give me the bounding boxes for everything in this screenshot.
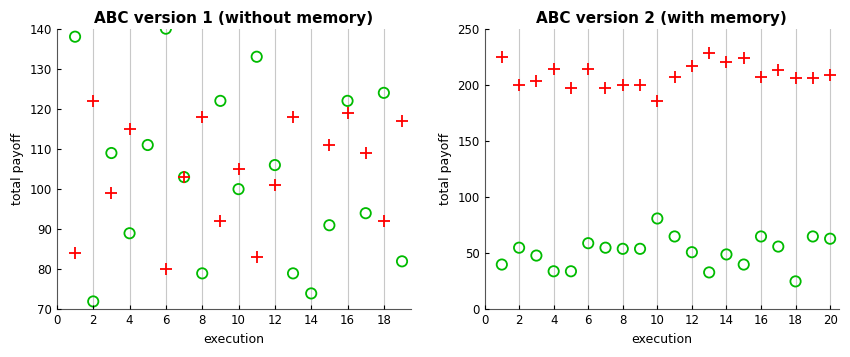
Point xyxy=(105,150,118,156)
Point xyxy=(720,252,734,257)
Point xyxy=(250,255,264,260)
Point xyxy=(754,233,768,239)
Point xyxy=(359,150,372,156)
Point xyxy=(685,249,699,255)
Point xyxy=(286,271,300,276)
Point xyxy=(341,110,354,116)
Point xyxy=(322,142,336,148)
Point xyxy=(304,291,318,296)
Point xyxy=(178,174,191,180)
Point xyxy=(196,271,209,276)
Point xyxy=(232,186,246,192)
Point xyxy=(513,82,526,88)
Point xyxy=(530,253,543,258)
Point xyxy=(772,244,785,250)
Point xyxy=(250,54,264,60)
Point xyxy=(530,79,543,84)
Point xyxy=(268,162,281,168)
Point xyxy=(341,98,354,104)
Point xyxy=(122,126,136,132)
Point xyxy=(616,82,630,88)
Point xyxy=(668,74,682,80)
Point xyxy=(581,66,595,72)
Point xyxy=(702,270,716,275)
Point xyxy=(581,240,595,246)
Point xyxy=(772,67,785,73)
Point xyxy=(789,278,802,284)
Point xyxy=(650,216,664,221)
Point xyxy=(806,233,819,239)
Point xyxy=(141,142,155,148)
X-axis label: execution: execution xyxy=(203,333,264,346)
Point xyxy=(159,267,173,272)
Point xyxy=(633,82,647,88)
Point xyxy=(268,182,281,188)
Point xyxy=(213,98,227,104)
Point xyxy=(789,75,802,81)
Point xyxy=(598,245,612,251)
Point xyxy=(616,246,630,252)
Point xyxy=(495,54,508,60)
Point xyxy=(564,268,578,274)
Point xyxy=(513,245,526,251)
Point xyxy=(806,75,819,81)
Title: ABC version 1 (without memory): ABC version 1 (without memory) xyxy=(94,11,373,26)
Point xyxy=(122,230,136,236)
Point xyxy=(547,268,560,274)
Point xyxy=(87,98,100,104)
Y-axis label: total payoff: total payoff xyxy=(11,133,24,205)
Point xyxy=(322,222,336,228)
Point xyxy=(564,85,578,91)
X-axis label: execution: execution xyxy=(632,333,692,346)
Point xyxy=(395,118,409,124)
Point xyxy=(737,55,751,61)
Point xyxy=(68,34,82,40)
Point xyxy=(196,114,209,120)
Point xyxy=(824,236,837,242)
Point xyxy=(232,166,246,172)
Point xyxy=(377,90,391,96)
Point xyxy=(702,51,716,56)
Point xyxy=(68,251,82,256)
Point xyxy=(213,218,227,224)
Point xyxy=(178,174,191,180)
Point xyxy=(547,66,560,72)
Point xyxy=(754,74,768,80)
Point xyxy=(395,258,409,264)
Y-axis label: total payoff: total payoff xyxy=(439,133,452,205)
Point xyxy=(737,262,751,267)
Point xyxy=(650,98,664,104)
Title: ABC version 2 (with memory): ABC version 2 (with memory) xyxy=(536,11,787,26)
Point xyxy=(87,298,100,304)
Point xyxy=(598,85,612,91)
Point xyxy=(286,114,300,120)
Point xyxy=(377,218,391,224)
Point xyxy=(824,72,837,77)
Point xyxy=(668,233,682,239)
Point xyxy=(685,63,699,69)
Point xyxy=(359,210,372,216)
Point xyxy=(105,190,118,196)
Point xyxy=(159,26,173,31)
Point xyxy=(720,60,734,65)
Point xyxy=(495,262,508,267)
Point xyxy=(633,246,647,252)
